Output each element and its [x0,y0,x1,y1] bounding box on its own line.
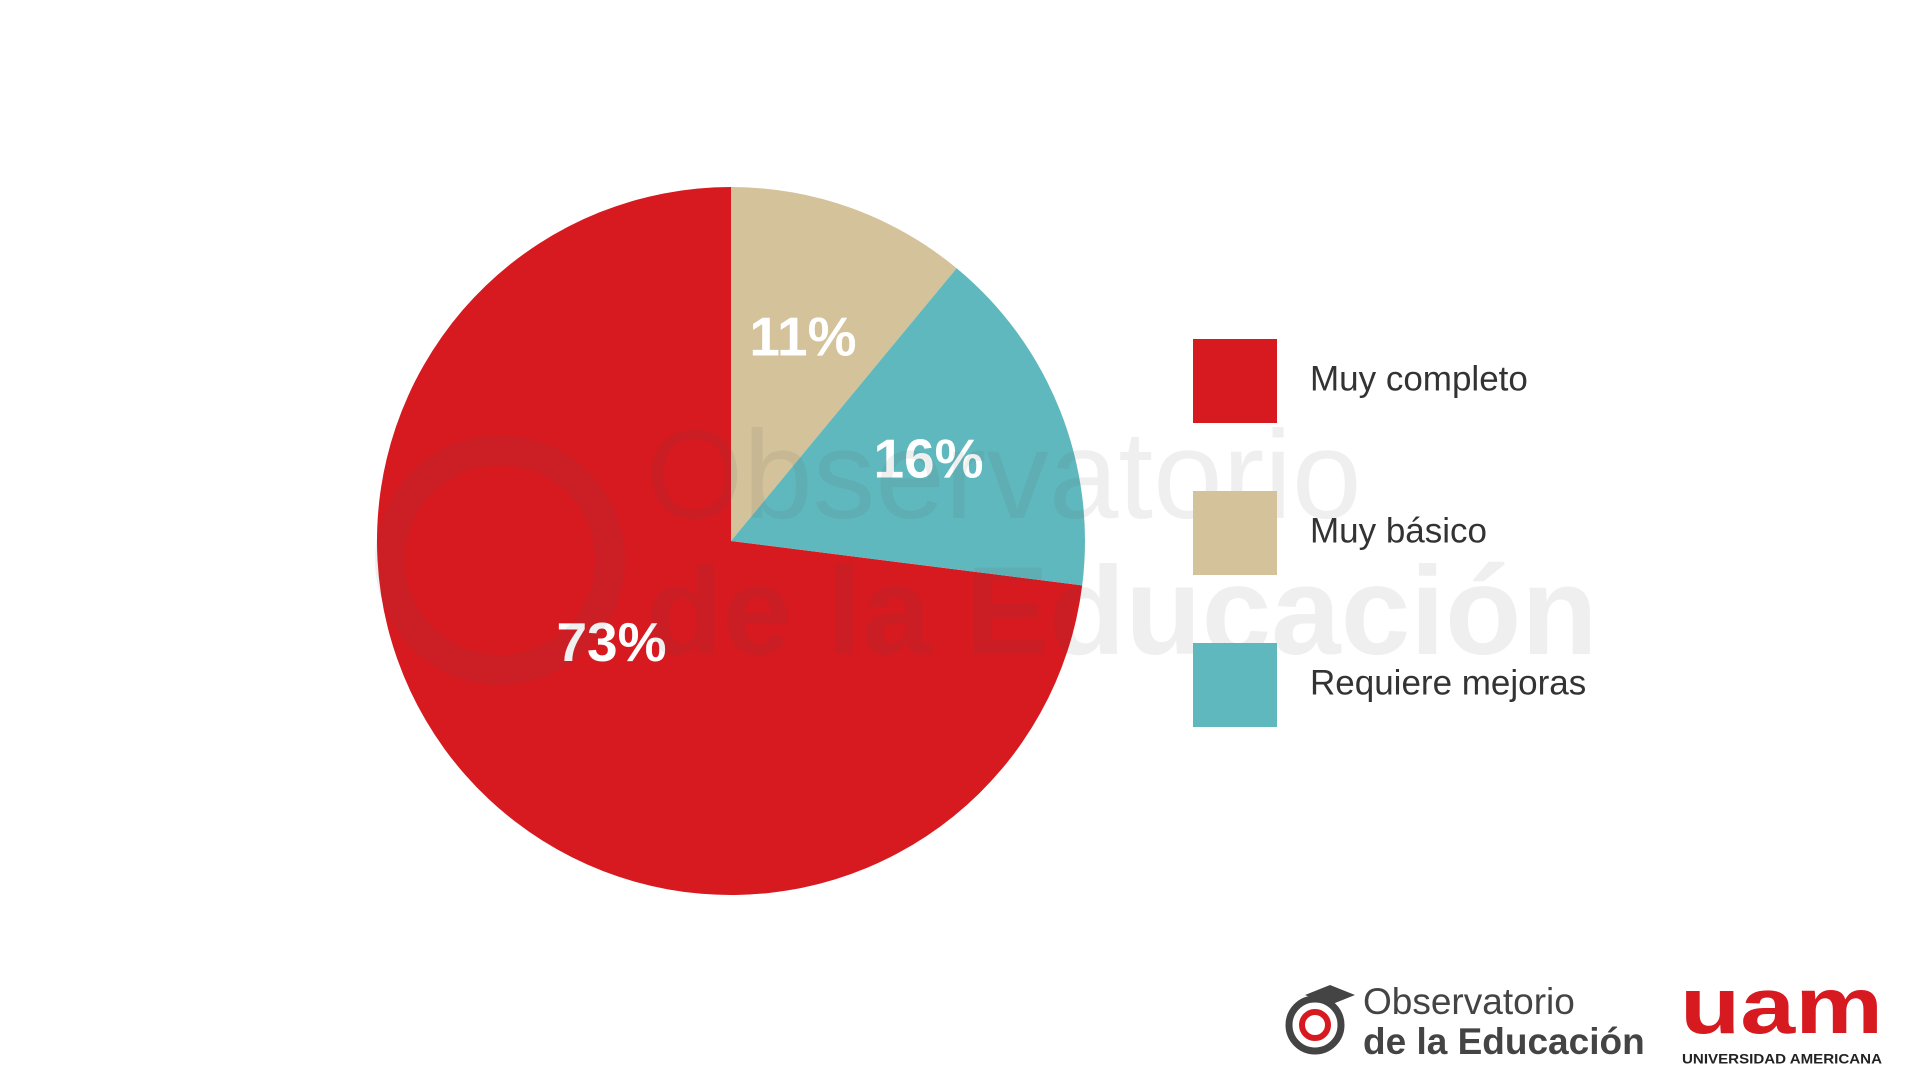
legend-swatch [1193,339,1277,423]
logo-cap [1305,985,1355,1005]
watermark: Observatorio de la Educación [375,406,1598,685]
uam-mark: uam [1680,961,1883,1050]
watermark-icon [375,435,625,685]
legend: Muy completo Muy básico Requiere mejoras [1193,339,1586,727]
legend-label: Requiere mejoras [1310,663,1586,702]
logo-icon [1299,1009,1331,1041]
logo-icon [1285,995,1345,1055]
pie: 73% 11% 16% [376,187,1085,896]
pie-slice [731,187,957,541]
legend-label: Muy completo [1310,359,1528,398]
legend-label: Muy básico [1310,511,1487,550]
value-label: 16% [873,427,983,489]
legend-swatch [1193,643,1277,727]
value-label: 73% [556,611,666,673]
uam-logo: uam UNIVERSIDAD AMERICANA [1680,961,1883,1067]
logo-text: Observatorio [1363,981,1575,1022]
value-label: 11% [749,306,856,368]
logo-text: de la Educación [1363,1021,1645,1062]
legend-swatch [1193,491,1277,575]
uam-name: UNIVERSIDAD AMERICANA [1682,1051,1882,1067]
pie-slice [731,268,1085,586]
pie-slice [376,187,1083,896]
observatorio-logo: Observatorio de la Educación [1285,981,1645,1062]
watermark-text: de la Educación [646,542,1598,681]
